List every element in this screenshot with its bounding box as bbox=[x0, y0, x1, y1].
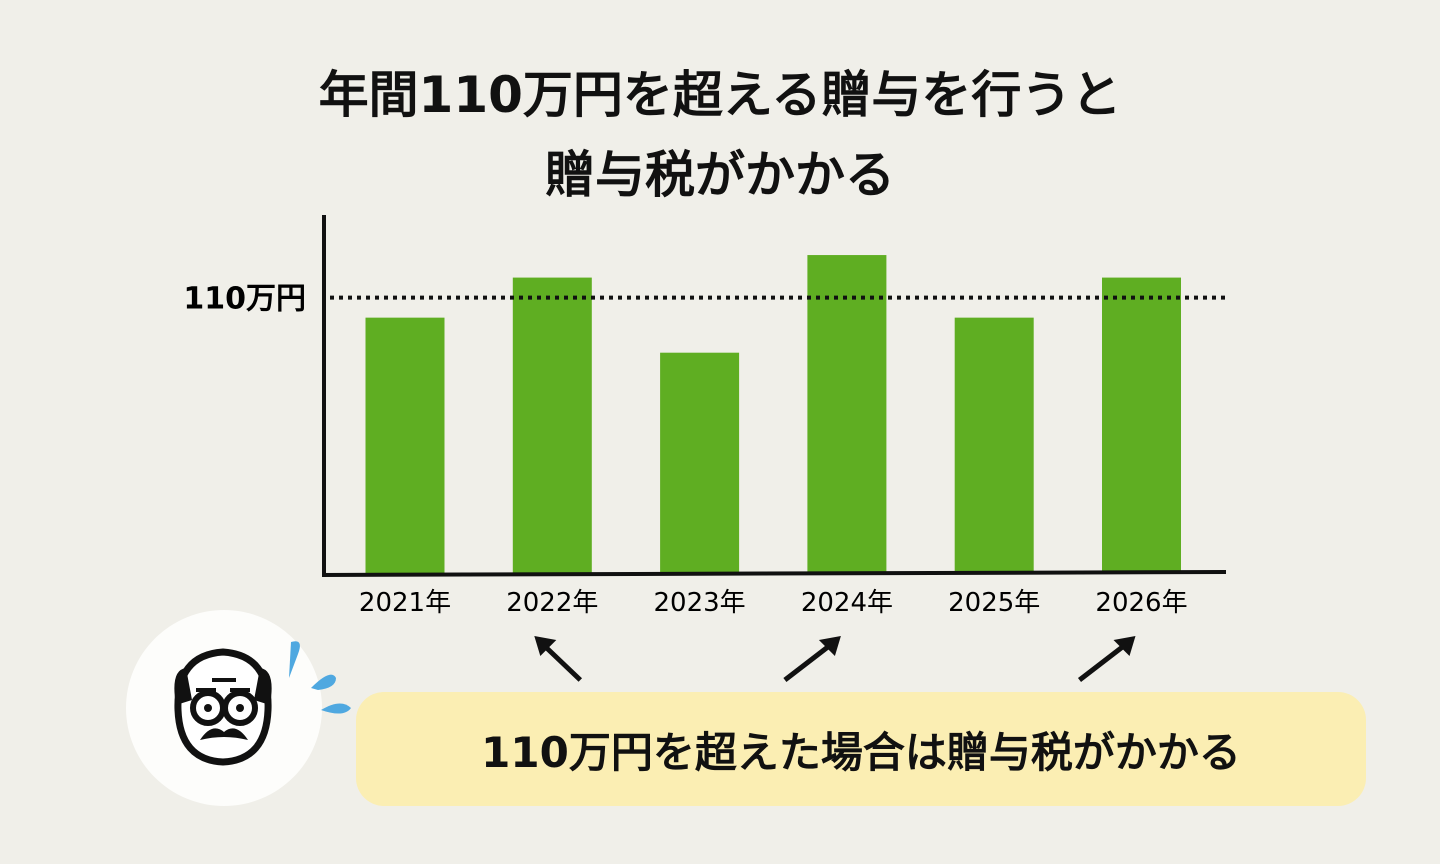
arrow-icon bbox=[1077, 636, 1136, 682]
bar-2025年 bbox=[954, 317, 1034, 573]
bar-2026年 bbox=[1102, 277, 1181, 573]
bar-2023年 bbox=[660, 352, 740, 573]
x-tick-label: 2025年 bbox=[948, 588, 1040, 618]
x-axis bbox=[321, 570, 1227, 577]
bar-2024年 bbox=[807, 255, 887, 573]
x-tick-label: 2022年 bbox=[506, 588, 598, 618]
x-tick-label: 2026年 bbox=[1095, 588, 1187, 618]
x-tick-label: 2023年 bbox=[654, 588, 746, 618]
reference-line-label: 110万円 bbox=[183, 282, 306, 317]
bar-2022年 bbox=[512, 277, 592, 573]
avatar bbox=[126, 610, 351, 806]
bar-2021年 bbox=[365, 317, 445, 573]
x-tick-label: 2021年 bbox=[359, 588, 451, 618]
title-line-1: 年間110万円を超える贈与を行うと bbox=[318, 66, 1122, 124]
worried-old-man-icon bbox=[174, 641, 351, 766]
title-line-2: 贈与税がかかる bbox=[545, 146, 895, 204]
sweat-drops-icon bbox=[289, 641, 351, 714]
x-tick-label: 2024年 bbox=[801, 588, 893, 618]
callout-text: 110万円を超えた場合は贈与税がかかる bbox=[481, 727, 1241, 777]
callout-box: 110万円を超えた場合は贈与税がかかる bbox=[356, 692, 1366, 806]
arrow-icon bbox=[534, 636, 583, 682]
arrow-icon bbox=[783, 636, 841, 682]
